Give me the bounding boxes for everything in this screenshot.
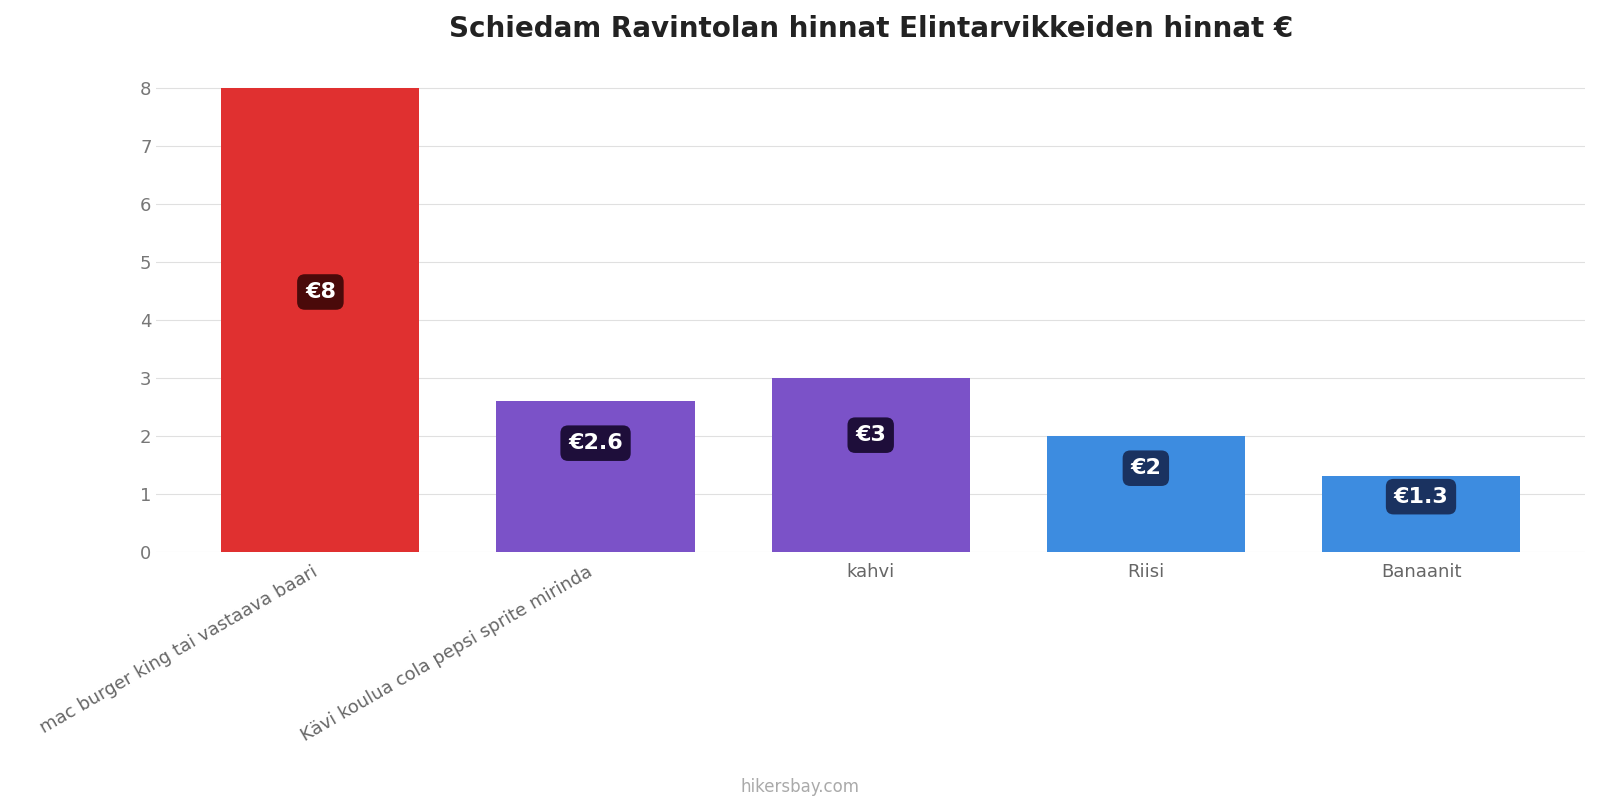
- Bar: [1322, 476, 1520, 552]
- Text: €2.6: €2.6: [568, 433, 622, 453]
- Text: €8: €8: [306, 282, 336, 302]
- Bar: [1046, 436, 1245, 552]
- Bar: [771, 378, 970, 552]
- Title: Schiedam Ravintolan hinnat Elintarvikkeiden hinnat €: Schiedam Ravintolan hinnat Elintarvikkei…: [448, 15, 1293, 43]
- Text: €2: €2: [1131, 458, 1162, 478]
- Text: €1.3: €1.3: [1394, 486, 1448, 506]
- Text: €3: €3: [856, 425, 886, 445]
- Bar: [221, 88, 419, 552]
- Text: hikersbay.com: hikersbay.com: [741, 778, 859, 796]
- Bar: [496, 401, 694, 552]
